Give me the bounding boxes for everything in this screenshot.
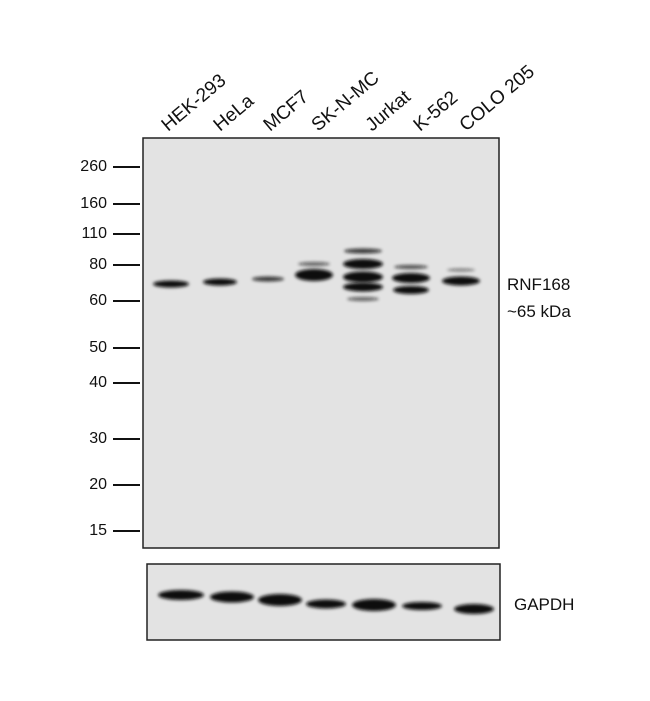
band: [343, 282, 383, 292]
band: [442, 276, 480, 286]
loading-bands: [158, 590, 494, 614]
marker-label: 15: [89, 522, 107, 539]
loading-control-label: GAPDH: [514, 595, 574, 614]
marker-label: 30: [89, 430, 107, 447]
marker-label: 110: [81, 225, 107, 242]
band: [343, 271, 383, 283]
band: [402, 602, 442, 610]
band: [298, 262, 330, 266]
band: [352, 599, 396, 611]
band: [158, 590, 204, 600]
marker-label: 80: [89, 256, 107, 273]
marker-label: 260: [80, 158, 107, 175]
band: [252, 276, 284, 282]
target-name: RNF168: [507, 275, 570, 294]
target-size: ~65 kDa: [507, 302, 571, 321]
marker-label: 60: [89, 292, 107, 309]
target-bands: [153, 248, 480, 301]
band: [258, 594, 302, 606]
band: [210, 591, 254, 603]
marker-label: 40: [89, 374, 107, 391]
band: [454, 604, 494, 614]
marker-label: 50: [89, 339, 107, 356]
band: [295, 269, 333, 281]
blot-panel: [142, 137, 500, 549]
band: [394, 265, 428, 269]
marker-label: 20: [89, 476, 107, 493]
band: [447, 268, 475, 272]
band: [344, 248, 382, 254]
band: [306, 599, 346, 609]
band: [343, 259, 383, 269]
marker-label: 160: [80, 195, 107, 212]
band: [203, 278, 237, 286]
band: [393, 286, 429, 294]
band: [392, 273, 430, 283]
band: [153, 280, 189, 288]
band: [347, 297, 379, 301]
marker-ladder: 260 160 110 80 60 50 40 30 20 15: [80, 158, 140, 539]
